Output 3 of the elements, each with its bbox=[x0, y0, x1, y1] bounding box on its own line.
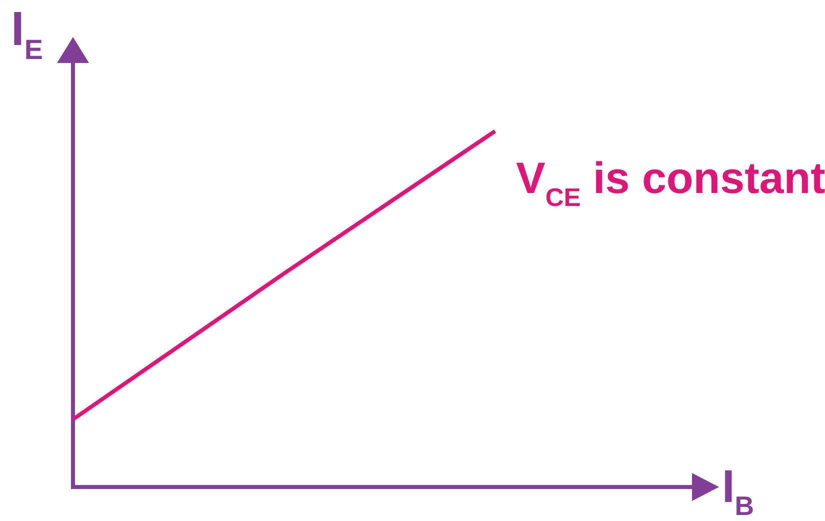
x-axis-title: I$_{B}$ bbox=[722, 460, 754, 521]
series-label: V$_{CE}$ is constant bbox=[516, 154, 825, 212]
y-axis-title: I$_{E}$ bbox=[11, 3, 43, 65]
